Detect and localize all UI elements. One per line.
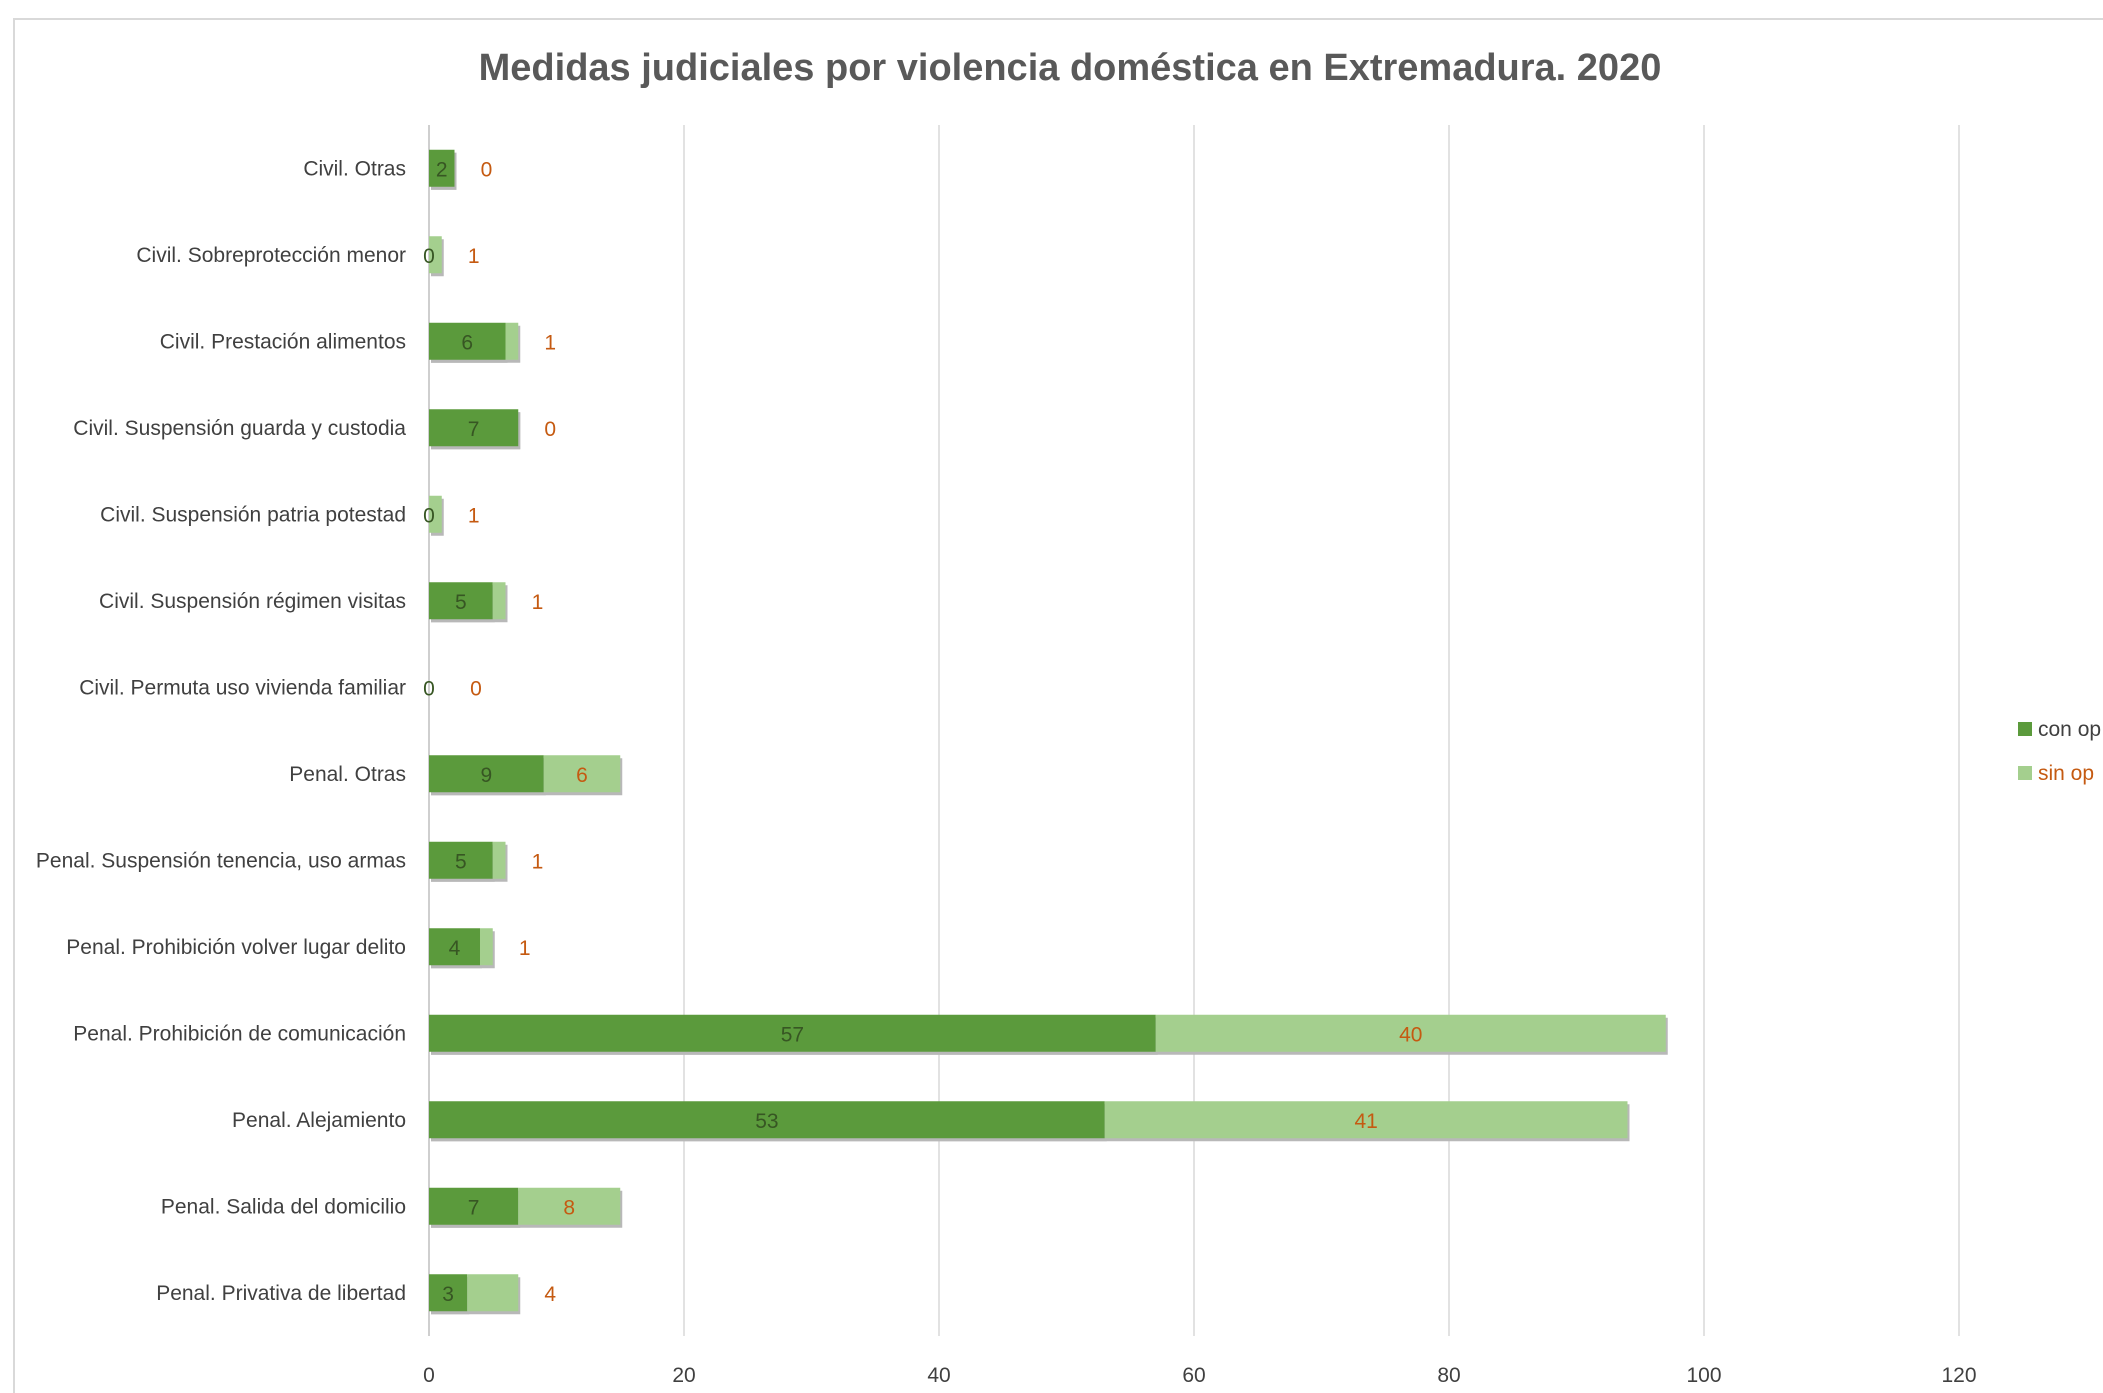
- x-tick-label: 100: [1686, 1364, 1721, 1387]
- category-label: Penal. Privativa de libertad: [156, 1282, 406, 1305]
- bar-sin-op: [505, 322, 519, 360]
- legend-swatch: [2018, 766, 2032, 780]
- data-label-sin-op: 0: [470, 677, 482, 700]
- bar-con-op: [429, 1274, 468, 1312]
- bar-sin-op: [518, 1187, 621, 1225]
- data-label-con-op: 57: [781, 1023, 804, 1046]
- x-tick-label: 60: [1182, 1364, 1205, 1387]
- data-label-con-op: 0: [423, 245, 435, 268]
- data-label-con-op: 3: [442, 1283, 454, 1306]
- bars: [429, 149, 1668, 1315]
- category-label: Penal. Salida del domicilio: [161, 1195, 406, 1218]
- category-label: Civil. Permuta uso vivienda familiar: [79, 676, 406, 699]
- x-tick-label: 40: [927, 1364, 950, 1387]
- gridlines: [428, 125, 1960, 1336]
- data-label-con-op: 0: [423, 504, 435, 527]
- legend-label: con op: [2038, 718, 2101, 741]
- bar-sin-op: [1104, 1101, 1628, 1139]
- category-label: Civil. Otras: [303, 157, 406, 180]
- bar-sin-op: [543, 755, 621, 793]
- category-label: Civil. Sobreprotección menor: [136, 244, 406, 267]
- bar-con-op: [429, 1014, 1156, 1052]
- data-label-sin-op: 1: [468, 504, 480, 527]
- data-label-con-op: 5: [455, 850, 467, 873]
- data-label-sin-op: 1: [519, 937, 531, 960]
- bar-sin-op: [1155, 1014, 1666, 1052]
- bar-con-op: [429, 1101, 1105, 1139]
- bar-sin-op: [467, 1274, 519, 1312]
- category-label: Civil. Prestación alimentos: [160, 330, 406, 353]
- data-label-sin-op: 41: [1354, 1110, 1377, 1133]
- bar-con-op: [429, 409, 519, 447]
- data-label-con-op: 7: [468, 1196, 480, 1219]
- chart-frame: [13, 18, 2103, 1393]
- bar-con-op: [429, 582, 493, 620]
- data-label-con-op: 53: [755, 1110, 778, 1133]
- x-tick-label: 120: [1941, 1364, 1976, 1387]
- data-label-con-op: 6: [461, 331, 473, 354]
- bar-sin-op: [480, 928, 493, 966]
- legend-swatch: [2018, 722, 2032, 736]
- x-tick-label: 20: [672, 1364, 695, 1387]
- data-label-con-op: 4: [449, 937, 461, 960]
- bar-con-op: [429, 755, 544, 793]
- category-label: Penal. Prohibición de comunicación: [73, 1022, 406, 1045]
- bar-sin-op: [492, 582, 506, 620]
- bar-sin-op: [429, 236, 442, 274]
- data-label-sin-op: 0: [481, 158, 493, 181]
- x-tick-label: 0: [423, 1364, 435, 1387]
- category-label: Civil. Suspensión patria potestad: [100, 503, 406, 526]
- x-axis-ticks: 0 20 40 60 80 100 120: [423, 1364, 1976, 1387]
- bar-con-op: [429, 1187, 519, 1225]
- bar-con-op: [429, 322, 506, 360]
- bar-con-op: [429, 841, 493, 879]
- data-label-con-op: 2: [436, 158, 448, 181]
- data-label-sin-op: 1: [544, 331, 556, 354]
- data-label-sin-op: 8: [563, 1196, 575, 1219]
- data-label-sin-op: 6: [576, 764, 588, 787]
- data-label-sin-op: 1: [468, 245, 480, 268]
- category-labels: Civil. Otras Civil. Sobreprotección menor…: [36, 157, 406, 1305]
- category-label: Penal. Alejamiento: [232, 1109, 406, 1132]
- category-label: Civil. Suspensión régimen visitas: [99, 590, 406, 613]
- bar-con-op: [429, 149, 455, 187]
- category-label: Penal. Prohibición volver lugar delito: [66, 936, 406, 959]
- data-label-sin-op: 1: [532, 591, 544, 614]
- data-label-con-op: 0: [423, 677, 435, 700]
- chart-title: Medidas judiciales por violencia domésti…: [479, 47, 1662, 89]
- category-label: Civil. Suspensión guarda y custodia: [73, 417, 406, 440]
- bar-sin-op: [429, 495, 442, 533]
- category-label: Penal. Otras: [289, 763, 406, 786]
- data-label-con-op: 9: [481, 764, 493, 787]
- data-label-con-op: 5: [455, 591, 467, 614]
- bar-con-op: [429, 928, 480, 966]
- data-label-sin-op: 4: [544, 1283, 556, 1306]
- category-label: Penal. Suspensión tenencia, uso armas: [36, 849, 406, 872]
- x-tick-label: 80: [1437, 1364, 1460, 1387]
- data-label-con-op: 7: [468, 418, 480, 441]
- data-label-sin-op: 1: [532, 850, 544, 873]
- bar-sin-op: [492, 841, 506, 879]
- legend-label: sin op: [2038, 762, 2094, 785]
- data-label-sin-op: 0: [544, 418, 556, 441]
- legend: con op sin op: [2018, 718, 2101, 785]
- data-label-sin-op: 40: [1399, 1023, 1422, 1046]
